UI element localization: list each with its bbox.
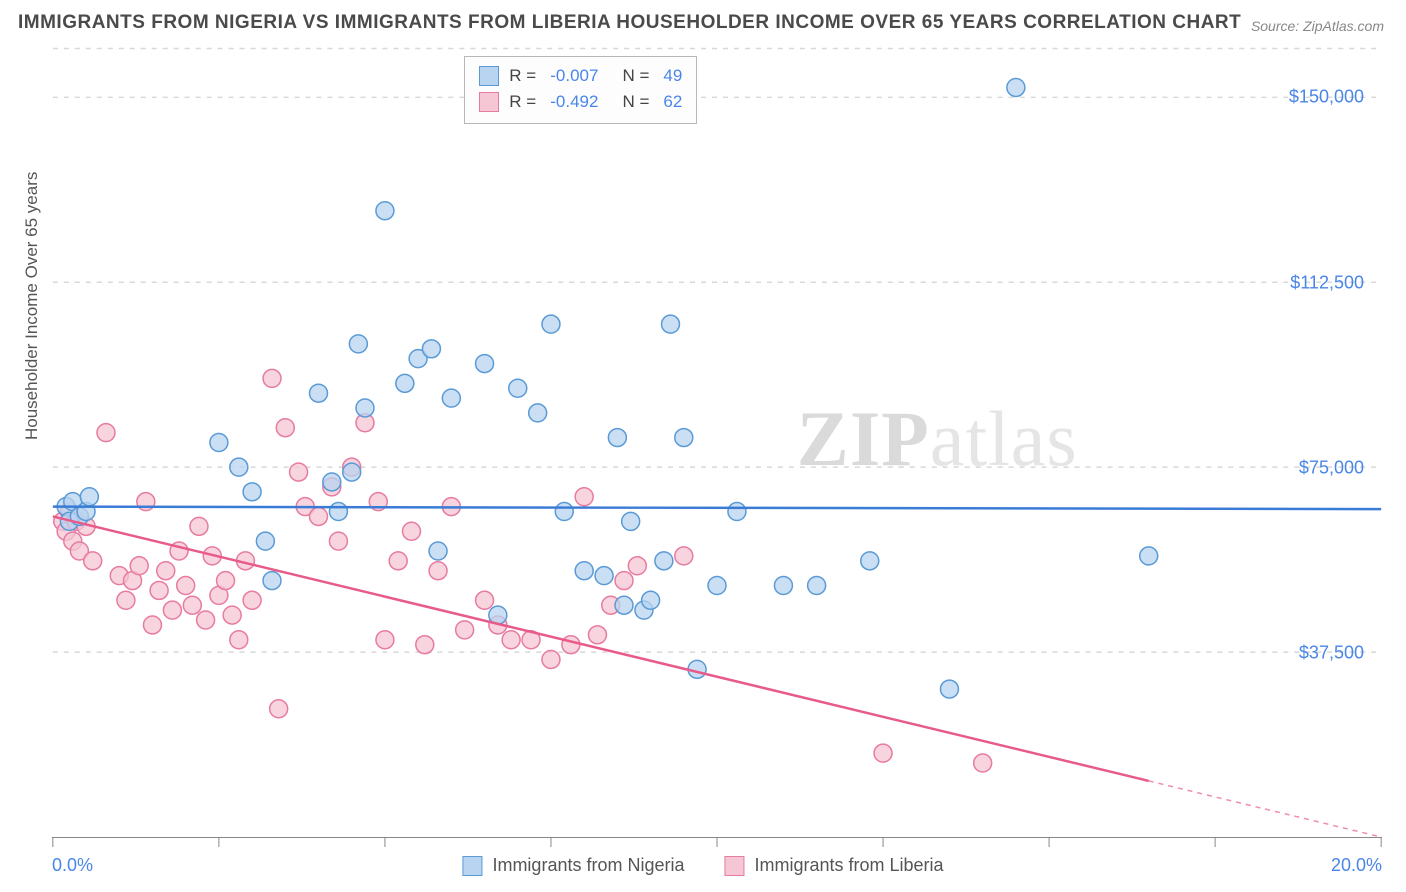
stats-row: R = -0.492 N = 62 <box>479 89 682 115</box>
stat-n-label: N = <box>622 89 649 115</box>
stats-box: R = -0.007 N = 49 R = -0.492 N = 62 <box>464 56 697 124</box>
y-tick-label: $112,500 <box>1290 272 1364 293</box>
legend-swatch-nigeria <box>462 856 482 876</box>
legend-item-liberia: Immigrants from Liberia <box>724 855 943 876</box>
plot-svg <box>52 48 1382 837</box>
stats-swatch-icon <box>479 92 499 112</box>
stat-n-value: 49 <box>663 63 682 89</box>
bottom-legend: Immigrants from Nigeria Immigrants from … <box>462 855 943 876</box>
chart-title: IMMIGRANTS FROM NIGERIA VS IMMIGRANTS FR… <box>18 12 1241 34</box>
x-axis-max-label: 20.0% <box>1331 855 1382 876</box>
legend-label-liberia: Immigrants from Liberia <box>754 855 943 876</box>
legend-label-nigeria: Immigrants from Nigeria <box>492 855 684 876</box>
y-tick-label: $75,000 <box>1299 457 1364 478</box>
chart-container: IMMIGRANTS FROM NIGERIA VS IMMIGRANTS FR… <box>0 0 1406 892</box>
stats-swatch-icon <box>479 66 499 86</box>
stat-r-value: -0.007 <box>550 63 598 89</box>
stat-r-label: R = <box>509 63 536 89</box>
y-tick-label: $37,500 <box>1299 642 1364 663</box>
stat-r-label: R = <box>509 89 536 115</box>
plot-area: $37,500$75,000$112,500$150,000ZIPatlasR … <box>52 48 1382 838</box>
x-axis-min-label: 0.0% <box>52 855 93 876</box>
stats-row: R = -0.007 N = 49 <box>479 63 682 89</box>
legend-swatch-liberia <box>724 856 744 876</box>
y-axis-title: Householder Income Over 65 years <box>22 172 42 440</box>
legend-item-nigeria: Immigrants from Nigeria <box>462 855 684 876</box>
stat-n-value: 62 <box>663 89 682 115</box>
y-tick-label: $150,000 <box>1289 87 1364 108</box>
source-label: Source: ZipAtlas.com <box>1251 18 1384 34</box>
stat-n-label: N = <box>622 63 649 89</box>
stat-r-value: -0.492 <box>550 89 598 115</box>
